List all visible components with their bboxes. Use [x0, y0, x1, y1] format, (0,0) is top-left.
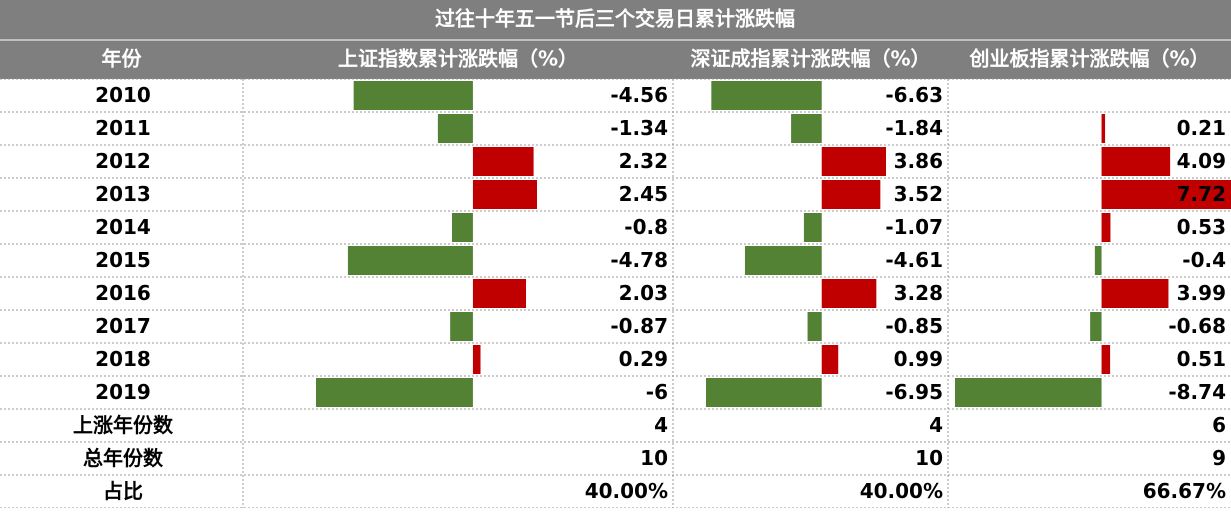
summary-value: 10 [640, 446, 668, 470]
cell-value: 0.53 [1177, 215, 1226, 239]
cell-value: -0.68 [1168, 314, 1226, 338]
cell-value: 0.51 [1177, 347, 1226, 371]
cell-value: 0.29 [619, 347, 668, 371]
year-label: 2011 [95, 116, 151, 140]
data-bar [472, 345, 481, 374]
cell-value: 2.45 [619, 182, 668, 206]
data-bar [1101, 180, 1231, 209]
data-bar [1090, 312, 1102, 341]
year-label: 2016 [95, 281, 151, 305]
cell-value: 0.21 [1177, 116, 1226, 140]
column-header: 上证指数累计涨跌幅（%） [338, 47, 578, 71]
data-bar [1101, 213, 1111, 242]
column-header: 创业板指累计涨跌幅（%） [968, 47, 1209, 71]
data-bar [706, 378, 822, 407]
cell-value: -4.56 [610, 83, 668, 107]
data-bar [316, 378, 473, 407]
summary-value: 4 [654, 413, 668, 437]
cell-value: -6 [646, 380, 668, 404]
data-bar [1101, 345, 1111, 374]
year-label: 2018 [95, 347, 151, 371]
cell-value: 4.09 [1177, 149, 1226, 173]
data-bar [821, 180, 881, 209]
year-label: 2013 [95, 182, 151, 206]
data-bar [803, 213, 822, 242]
cell-value: 7.72 [1177, 182, 1226, 206]
column-header: 深证成指累计涨跌幅（%） [690, 47, 930, 71]
cell-value: -1.34 [610, 116, 668, 140]
year-label: 2017 [95, 314, 151, 338]
summary-label: 占比 [103, 479, 143, 503]
data-bar [472, 147, 534, 176]
summary-value: 4 [929, 413, 943, 437]
cell-value: -0.4 [1182, 248, 1226, 272]
data-bar [1101, 279, 1169, 308]
cell-value: -0.8 [624, 215, 668, 239]
data-bar [437, 114, 473, 143]
summary-value: 6 [1212, 413, 1226, 437]
cell-value: 3.99 [1177, 281, 1226, 305]
cell-value: -0.85 [885, 314, 943, 338]
data-bar [1094, 246, 1102, 275]
data-bar [807, 312, 822, 341]
summary-label: 上涨年份数 [73, 413, 174, 437]
cell-value: 0.99 [894, 347, 943, 371]
cell-value: -4.78 [610, 248, 668, 272]
data-bar [472, 279, 527, 308]
data-bar [821, 279, 877, 308]
year-label: 2019 [95, 380, 151, 404]
cell-value: -1.84 [885, 116, 943, 140]
summary-value: 9 [1212, 446, 1226, 470]
summary-value: 40.00% [585, 479, 668, 503]
summary-value: 40.00% [860, 479, 943, 503]
cell-value: 3.86 [894, 149, 943, 173]
data-bar [347, 246, 473, 275]
cell-value: 3.52 [894, 182, 943, 206]
summary-value: 10 [915, 446, 943, 470]
cell-value: 2.32 [619, 149, 668, 173]
data-bar [711, 81, 822, 110]
summary-value: 66.67% [1143, 479, 1226, 503]
cell-value: 3.28 [894, 281, 943, 305]
year-label: 2010 [95, 83, 151, 107]
data-bar [1101, 147, 1171, 176]
year-label: 2012 [95, 149, 151, 173]
cell-value: -8.74 [1168, 380, 1226, 404]
data-bar [450, 312, 473, 341]
cell-value: 2.03 [619, 281, 668, 305]
cell-value: -6.63 [885, 83, 943, 107]
column-header: 年份 [102, 47, 143, 71]
cell-value: -0.87 [610, 314, 668, 338]
summary-label: 总年份数 [83, 446, 164, 470]
cell-value: -1.07 [885, 215, 943, 239]
data-bar [353, 81, 473, 110]
data-bar [955, 378, 1102, 407]
data-bar [821, 345, 839, 374]
data-bar [452, 213, 473, 242]
data-bar [821, 147, 886, 176]
data-bar [1101, 114, 1106, 143]
year-label: 2015 [95, 248, 151, 272]
data-bar [472, 180, 537, 209]
table-title: 过往十年五一节后三个交易日累计涨跌幅 [435, 7, 795, 31]
data-bar [791, 114, 822, 143]
cell-value: -4.61 [885, 248, 943, 272]
year-label: 2014 [95, 215, 151, 239]
data-bar [744, 246, 822, 275]
cell-value: -6.95 [885, 380, 943, 404]
